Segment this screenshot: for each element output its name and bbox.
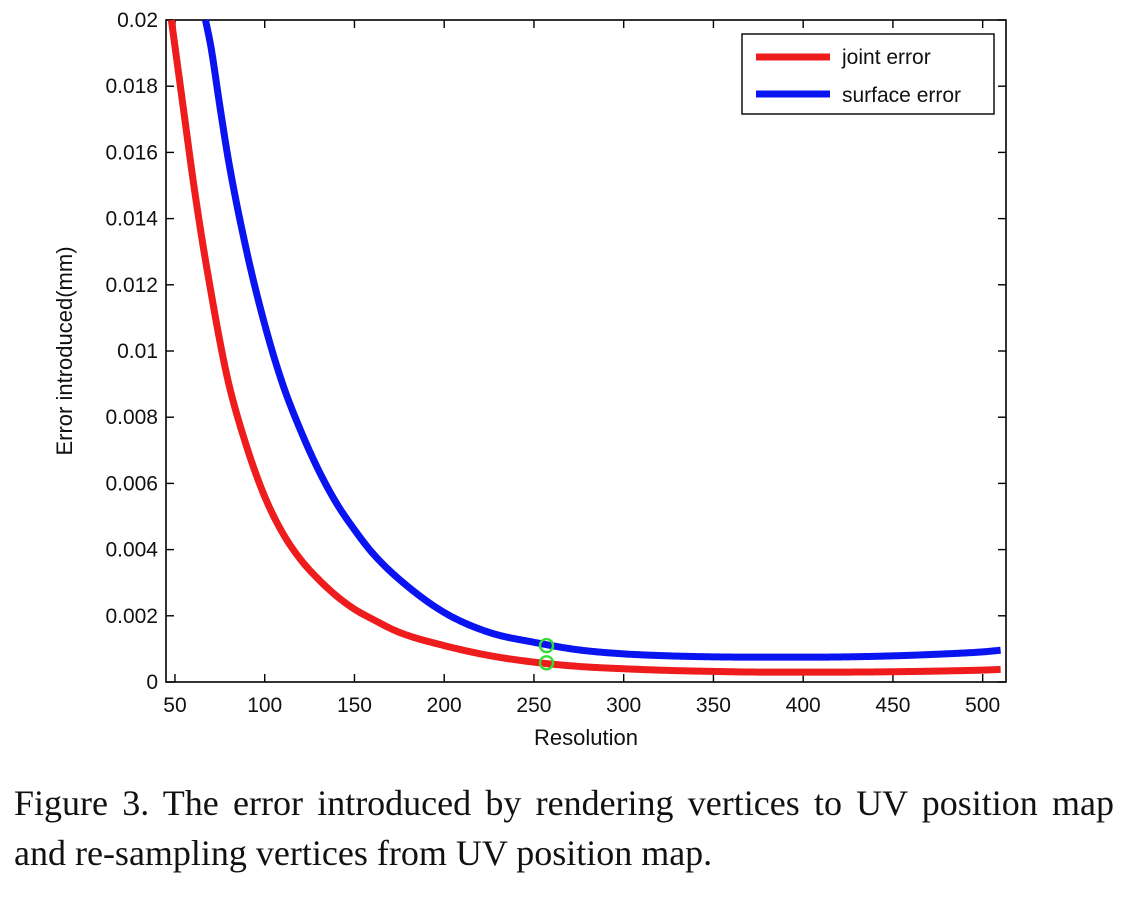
x-tick-label: 200 [427,694,462,717]
y-tick-label: 0.002 [105,605,158,628]
x-tick-label: 350 [696,694,731,717]
axis-ticks: 50 100 150 200 250 300 350 400 450 500 0 0.002 0.004… [105,9,1006,717]
figure-caption: Figure 3. The error introduced by render… [14,783,1114,873]
x-tick-label: 100 [247,694,282,717]
legend-label-joint-error: joint error [841,46,931,69]
chart-figure: 50 100 150 200 250 300 350 400 450 500 0 0.002 0.004… [52,9,1007,750]
y-tick-label: 0.006 [105,472,158,495]
highlight-marker [538,655,555,671]
series-lines [167,19,1003,676]
legend-box [741,33,995,115]
y-axis-title: Error introduced(mm) [52,246,77,455]
x-tick-label: 300 [606,694,641,717]
legend-label-surface-error: surface error [842,84,961,107]
x-tick-label: 500 [965,694,1000,717]
plot-frame [165,19,1007,683]
y-tick-label: 0.01 [117,340,158,363]
series-line-surface-error [202,19,1003,661]
series-line-joint-error [167,19,1003,676]
legend: joint error surface error [741,33,995,115]
x-axis-title: Resolution [534,725,638,750]
x-tick-label: 250 [516,694,551,717]
y-tick-label: 0.012 [105,274,158,297]
line-chart: 50 100 150 200 250 300 350 400 450 500 0 0.002 0.004… [52,9,1007,750]
y-tick-label: 0.016 [105,141,158,164]
y-tick-label: 0 [146,671,158,694]
x-tick-label: 400 [786,694,821,717]
y-tick-label: 0.014 [105,208,158,231]
y-tick-label: 0.018 [105,75,158,98]
y-tick-label: 0.004 [105,539,158,562]
y-tick-label: 0.008 [105,406,158,429]
x-tick-label: 150 [337,694,372,717]
x-tick-label: 50 [163,694,186,717]
x-tick-label: 450 [875,694,910,717]
highlight-marker [538,637,555,654]
y-tick-label: 0.02 [117,9,158,32]
highlight-markers [538,637,555,671]
